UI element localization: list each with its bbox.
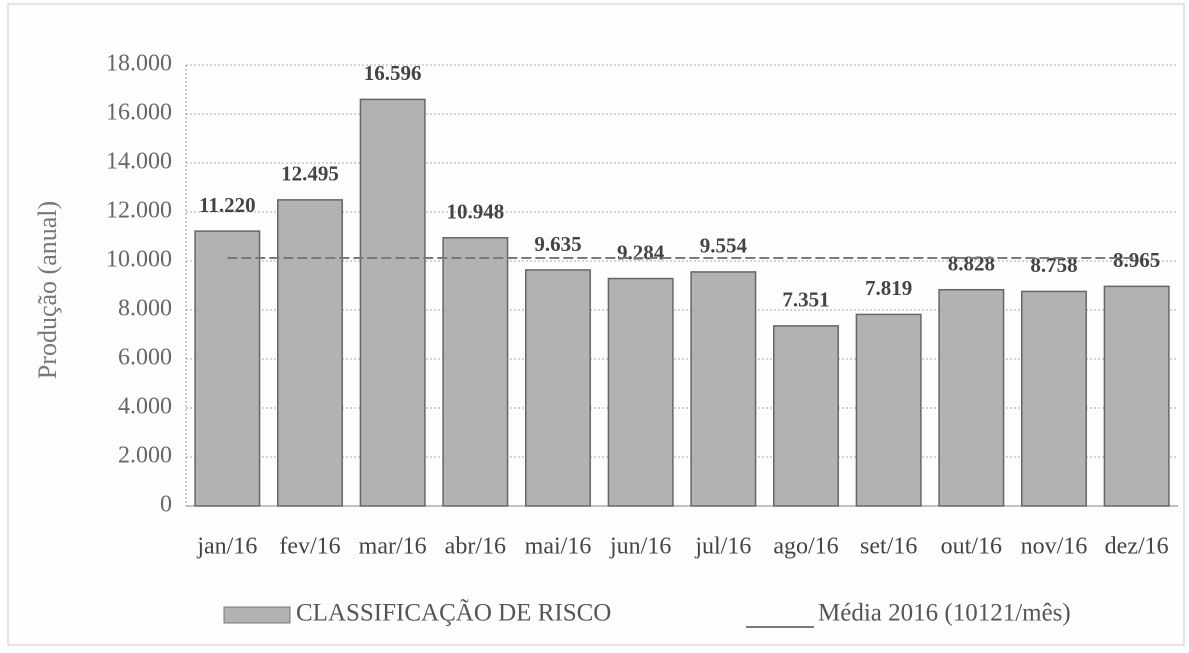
data-label: 8.965 (1113, 248, 1160, 272)
data-label: 8.828 (948, 252, 995, 276)
x-tick-label: abr/16 (445, 534, 506, 560)
bar (690, 271, 757, 507)
x-tick-label: fev/16 (279, 534, 340, 560)
data-label: 7.819 (865, 276, 912, 300)
x-tick-label: out/16 (941, 534, 1002, 560)
bar (1021, 290, 1087, 507)
y-axis-label: Produção (anual) (33, 201, 62, 379)
bar (194, 230, 261, 507)
data-label: 11.220 (199, 193, 256, 217)
y-tick-label: 0 (160, 492, 172, 518)
bar (855, 313, 922, 507)
data-label: 9.284 (617, 240, 665, 264)
x-tick-label: dez/16 (1105, 534, 1169, 560)
y-tick-label: 16.000 (106, 100, 172, 126)
data-label: 9.635 (534, 232, 581, 256)
x-tick-label: jun/16 (609, 534, 671, 560)
x-tick-label: jul/16 (694, 534, 751, 560)
data-label: 7.351 (782, 288, 829, 312)
x-tick-label: mai/16 (525, 534, 592, 560)
data-label: 8.758 (1030, 253, 1077, 277)
y-tick-label: 8.000 (118, 296, 172, 322)
y-tick-label: 12.000 (106, 198, 172, 224)
x-tick-label: set/16 (860, 534, 917, 560)
data-label: 16.596 (364, 61, 422, 85)
x-tick-label: jan/16 (196, 534, 257, 560)
bar (607, 277, 674, 507)
data-label: 9.554 (700, 234, 748, 258)
bar (1103, 285, 1170, 507)
bar (525, 269, 591, 507)
x-tick-label: ago/16 (773, 534, 838, 560)
legend-label: CLASSIFICAÇÃO DE RISCO (296, 599, 611, 627)
bar (938, 288, 1005, 507)
data-label: 12.495 (281, 162, 339, 186)
bar (442, 237, 509, 507)
bar (773, 325, 839, 507)
y-tick-label: 2.000 (118, 443, 172, 469)
legend-label: Média 2016 (10121/mês) (818, 600, 1071, 627)
legend-swatch (223, 606, 291, 624)
y-tick-label: 6.000 (118, 345, 172, 371)
bar (277, 199, 343, 507)
data-label: 10.948 (446, 200, 504, 224)
y-tick-label: 14.000 (106, 149, 172, 175)
y-tick-label: 18.000 (106, 51, 172, 77)
chart-frame (7, 3, 1185, 646)
x-tick-label: mar/16 (359, 534, 427, 560)
y-tick-label: 10.000 (106, 247, 172, 273)
bar (359, 98, 426, 507)
x-tick-label: nov/16 (1021, 534, 1088, 560)
y-tick-label: 4.000 (118, 394, 172, 420)
